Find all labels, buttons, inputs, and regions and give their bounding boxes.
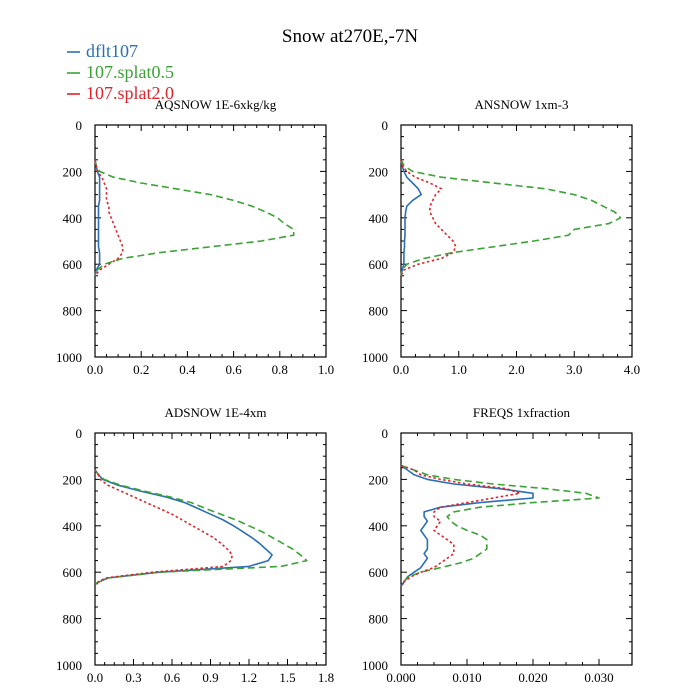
y-tick-label: 600 xyxy=(369,565,389,580)
freqs-panel: FREQS 1xfraction 0.000 0.010 0.020 0.030 0 200… xyxy=(362,405,633,685)
x-tick-label: 1.2 xyxy=(241,670,257,685)
series-line-107-splat2-0 xyxy=(94,159,124,277)
x-tick-label: 3.0 xyxy=(566,362,582,377)
y-tick-label: 1000 xyxy=(362,658,388,673)
panel-title: AQSNOW 1E-6xkg/kg xyxy=(155,97,277,112)
x-tick-label: 0.000 xyxy=(386,670,415,685)
y-tick-label: 0 xyxy=(76,118,83,133)
y-tick-label: 200 xyxy=(369,164,389,179)
ansnow-panel: ANSNOW 1xm-3 0.0 1.0 2.0 3.0 4.0 0 200 400 600 800… xyxy=(362,97,640,377)
x-tick-label: 1.5 xyxy=(279,670,295,685)
y-tick-label: 1000 xyxy=(362,350,388,365)
series-line-107-splat2-0 xyxy=(400,159,457,277)
x-tick-label: 0.6 xyxy=(225,362,242,377)
aqsnow-panel: AQSNOW 1E-6xkg/kg 0.0 0.2 0.4 0.6 0.8 1.0 0 200 4… xyxy=(56,97,334,377)
x-tick-label: 0.4 xyxy=(179,362,196,377)
y-tick-label: 800 xyxy=(369,612,389,627)
axes-frame xyxy=(94,124,327,358)
y-tick-label: 800 xyxy=(63,612,83,627)
y-tick-label: 400 xyxy=(63,519,83,534)
y-tick-label: 400 xyxy=(369,519,389,534)
y-tick-label: 600 xyxy=(369,257,389,272)
series-line-dflt107 xyxy=(94,159,101,276)
y-tick-label: 800 xyxy=(63,304,83,319)
legend-label: dflt107 xyxy=(86,41,138,61)
x-tick-label: 0.0 xyxy=(87,362,103,377)
x-tick-label: 0.6 xyxy=(164,670,181,685)
x-tick-label: 0.010 xyxy=(452,670,481,685)
axes-frame xyxy=(400,432,633,666)
series-line-107-splat2-0 xyxy=(94,469,234,585)
figure-title: Snow at270E,-7N xyxy=(282,26,418,47)
x-tick-label: 1.0 xyxy=(318,362,334,377)
panel-title: ANSNOW 1xm-3 xyxy=(474,97,568,112)
y-tick-label: 400 xyxy=(369,211,389,226)
x-tick-label: 1.8 xyxy=(318,670,334,685)
series-line-dflt107 xyxy=(400,159,423,276)
y-tick-label: 1000 xyxy=(56,350,82,365)
series-line-107-splat0-5 xyxy=(400,464,600,587)
panel-title: ADSNOW 1E-4xm xyxy=(165,405,267,420)
y-tick-label: 200 xyxy=(63,472,83,487)
legend-label: 107.splat0.5 xyxy=(86,62,174,82)
y-tick-label: 600 xyxy=(63,565,83,580)
y-tick-label: 800 xyxy=(369,304,389,319)
x-tick-label: 2.0 xyxy=(508,362,524,377)
x-tick-label: 0.030 xyxy=(584,670,613,685)
y-tick-label: 400 xyxy=(63,211,83,226)
y-tick-label: 200 xyxy=(369,472,389,487)
series-line-107-splat2-0 xyxy=(400,464,521,587)
series-line-107-splat0-5 xyxy=(400,159,622,276)
y-tick-label: 200 xyxy=(63,164,83,179)
y-tick-label: 0 xyxy=(382,118,389,133)
adsnow-panel: ADSNOW 1E-4xm 0.0 0.3 0.6 0.9 1.2 1.5 1.8 0 200 40… xyxy=(56,405,334,685)
x-tick-label: 0.0 xyxy=(393,362,409,377)
axes-frame xyxy=(400,124,633,358)
series-line-dflt107 xyxy=(94,469,273,585)
legend-item: 107.splat0.5 xyxy=(67,62,174,82)
x-tick-label: 0.3 xyxy=(125,670,141,685)
series-line-107-splat0-5 xyxy=(94,159,295,277)
x-tick-label: 4.0 xyxy=(624,362,640,377)
panel-title: FREQS 1xfraction xyxy=(473,405,571,420)
x-tick-label: 0.9 xyxy=(202,670,218,685)
x-tick-label: 1.0 xyxy=(451,362,467,377)
legend-item: 107.splat2.0 xyxy=(67,83,174,103)
y-tick-label: 1000 xyxy=(56,658,82,673)
legend-label: 107.splat2.0 xyxy=(86,83,174,103)
x-tick-label: 0.0 xyxy=(87,670,103,685)
chart-panels: AQSNOW 1E-6xkg/kg 0.0 0.2 0.4 0.6 0.8 1.0 0 200 4… xyxy=(56,97,640,685)
y-tick-label: 0 xyxy=(76,426,83,441)
series-line-dflt107 xyxy=(400,464,534,587)
series-line-107-splat0-5 xyxy=(94,469,308,585)
y-tick-label: 600 xyxy=(63,257,83,272)
legend-item: dflt107 xyxy=(67,41,138,61)
x-tick-label: 0.8 xyxy=(272,362,288,377)
x-tick-label: 0.020 xyxy=(518,670,547,685)
y-tick-label: 0 xyxy=(382,426,389,441)
x-tick-label: 0.2 xyxy=(133,362,149,377)
